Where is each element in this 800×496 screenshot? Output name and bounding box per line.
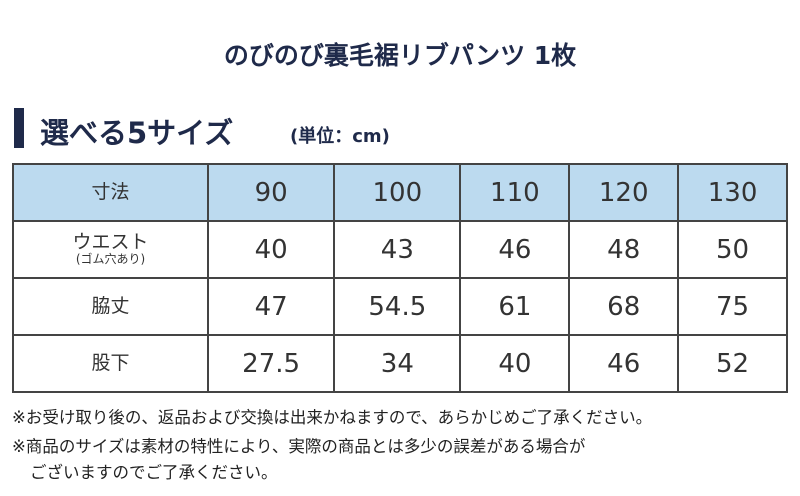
size-cell: 120: [568, 163, 680, 222]
note: ※商品のサイズは素材の特性により、実際の商品とは多少の誤差がある場合が: [12, 437, 586, 456]
value-cell: 46: [568, 334, 680, 393]
value-cell: 34: [333, 334, 462, 393]
value-cell: 43: [333, 220, 462, 279]
unit-label: (単位：cm): [290, 126, 390, 147]
value-cell: 61: [459, 277, 571, 336]
value-cell: 50: [677, 220, 788, 279]
data-row: ウエスト (ゴム穴あり) 40 43 46 48 50: [12, 220, 788, 279]
row-label-text: ウエスト: [72, 231, 149, 254]
row-label: 股下: [12, 334, 209, 393]
value-cell: 75: [677, 277, 788, 336]
row-label-text: 脇丈: [91, 295, 130, 318]
size-cell: 90: [206, 163, 336, 222]
row-label: ウエスト (ゴム穴あり): [12, 220, 209, 279]
size-table: 寸法 90 100 110 120 130 ウエスト (ゴム穴あり) 40 43 46 48 50 脇丈 4…: [12, 163, 788, 393]
value-cell: 40: [206, 220, 336, 279]
size-cell: 100: [333, 163, 462, 222]
header-row: 寸法 90 100 110 120 130: [12, 163, 788, 222]
data-row: 脇丈 47 54.5 61 68 75: [12, 277, 788, 336]
value-cell: 27.5: [206, 334, 336, 393]
value-cell: 52: [677, 334, 788, 393]
row-sublabel: (ゴム穴あり): [75, 252, 146, 267]
section-bar: [14, 108, 24, 148]
size-cell: 130: [677, 163, 788, 222]
note: ※お受け取り後の、返品および交換は出来かねますので、あらかじめご了承ください。: [12, 408, 653, 427]
row-label: 脇丈: [12, 277, 209, 336]
product-title: のびのび裏毛裾リブパンツ 1枚: [223, 41, 577, 70]
section-title: 選べる5サイズ: [40, 116, 234, 150]
value-cell: 68: [568, 277, 680, 336]
note: ございますのでご了承ください。: [30, 463, 278, 482]
data-row: 股下 27.5 34 40 46 52: [12, 334, 788, 393]
value-cell: 47: [206, 277, 336, 336]
value-cell: 46: [459, 220, 571, 279]
size-cell: 110: [459, 163, 571, 222]
value-cell: 40: [459, 334, 571, 393]
row-label-text: 股下: [91, 352, 130, 375]
value-cell: 54.5: [333, 277, 462, 336]
value-cell: 48: [568, 220, 680, 279]
header-cell: 寸法: [12, 163, 209, 222]
